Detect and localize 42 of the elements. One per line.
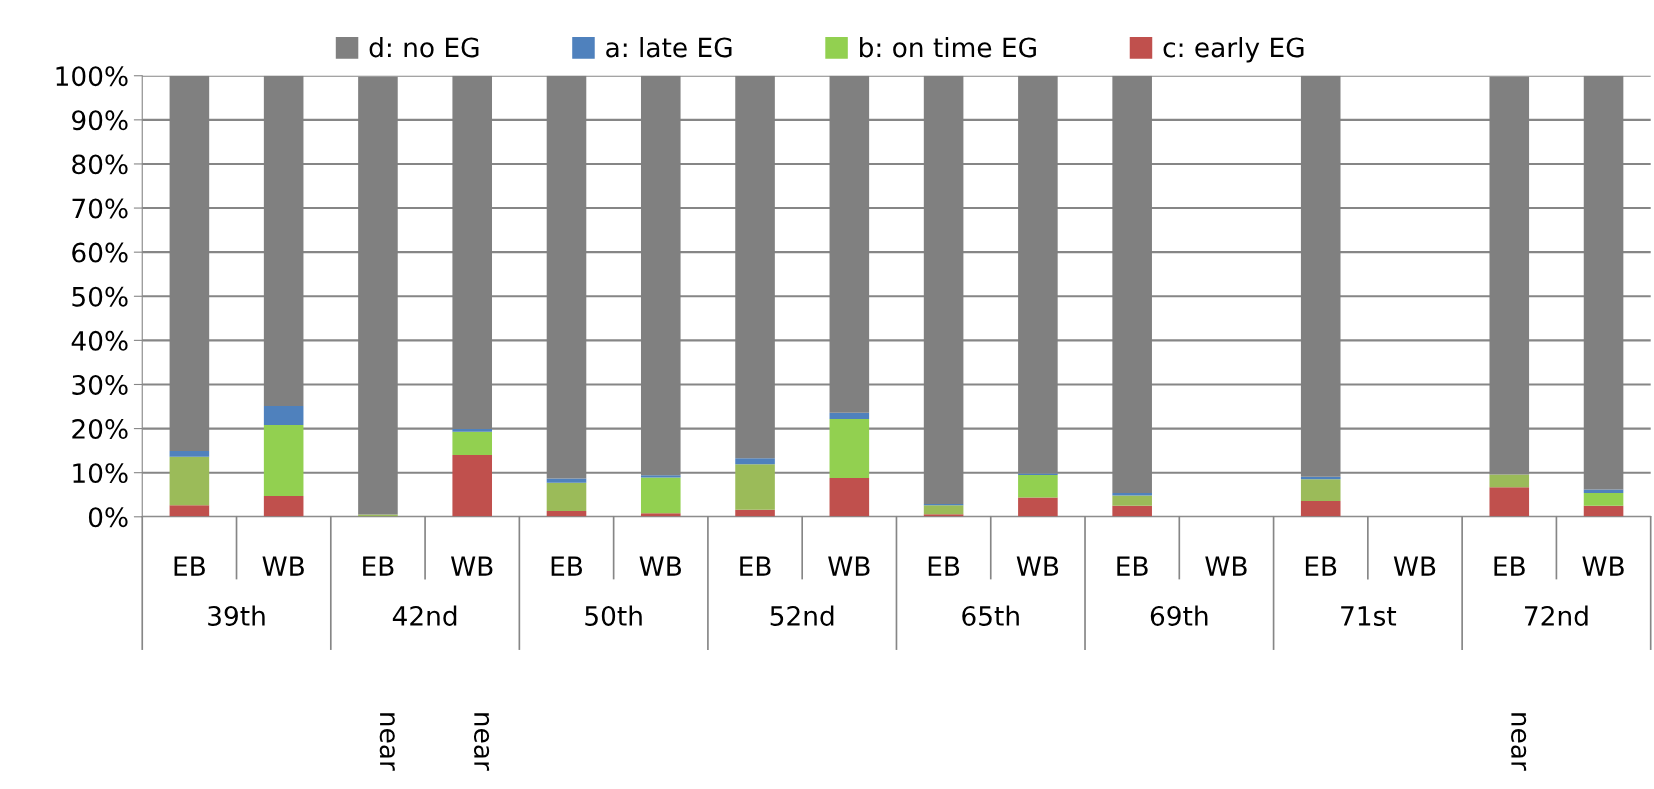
x-tick-label: EB	[174, 556, 205, 576]
legend-label: d: no EG	[369, 37, 479, 58]
y-tick-label: 60%	[72, 242, 128, 263]
legend-label: a: late EG	[606, 37, 732, 58]
x-tick-label: EB	[1117, 556, 1148, 576]
y-tick-label: 0%	[88, 507, 128, 528]
text: 69th	[1150, 605, 1208, 626]
text: near	[473, 713, 490, 771]
x-tick-label: WB	[1205, 556, 1247, 576]
text: 72nd	[1525, 605, 1588, 626]
text: 52nd	[770, 605, 834, 626]
text: near	[379, 713, 395, 771]
y-tick-label: 100%	[56, 66, 128, 87]
x-tick-label: EB	[1494, 556, 1525, 576]
x-tick-label: EB	[363, 556, 394, 576]
x-tick-label: WB	[262, 556, 304, 576]
x-tick-label: WB	[828, 556, 870, 576]
y-tick-label: 70%	[72, 198, 128, 219]
y-tick-label: 10%	[73, 463, 128, 484]
x-tick-label: EB	[928, 556, 960, 576]
x-tick-label: EB	[1305, 556, 1337, 576]
text: near	[1511, 713, 1527, 771]
y-tick-label: 40%	[71, 330, 128, 351]
x-tick-label: EB	[740, 556, 771, 576]
x-tick-label: WB	[1016, 556, 1059, 576]
x-tick-label: WB	[639, 556, 681, 576]
text: 50th	[585, 605, 642, 626]
text: 39th	[208, 605, 265, 626]
legend-label: c: early EG	[1163, 37, 1304, 63]
x-tick-label: WB	[1393, 556, 1436, 576]
x-tick-label: EB	[551, 556, 583, 576]
text: 42nd	[392, 605, 457, 626]
y-tick-label: 80%	[72, 154, 128, 175]
y-tick-label: 20%	[72, 419, 128, 439]
y-tick-label: 30%	[72, 374, 128, 395]
y-tick-label: 50%	[72, 286, 128, 307]
legend-label: b: on time EG	[860, 37, 1036, 58]
y-tick-label: 90%	[72, 110, 128, 131]
text: 71st	[1341, 606, 1397, 626]
text: 65th	[962, 605, 1019, 626]
x-tick-label: WB	[1582, 556, 1624, 576]
x-tick-label: WB	[451, 556, 493, 576]
